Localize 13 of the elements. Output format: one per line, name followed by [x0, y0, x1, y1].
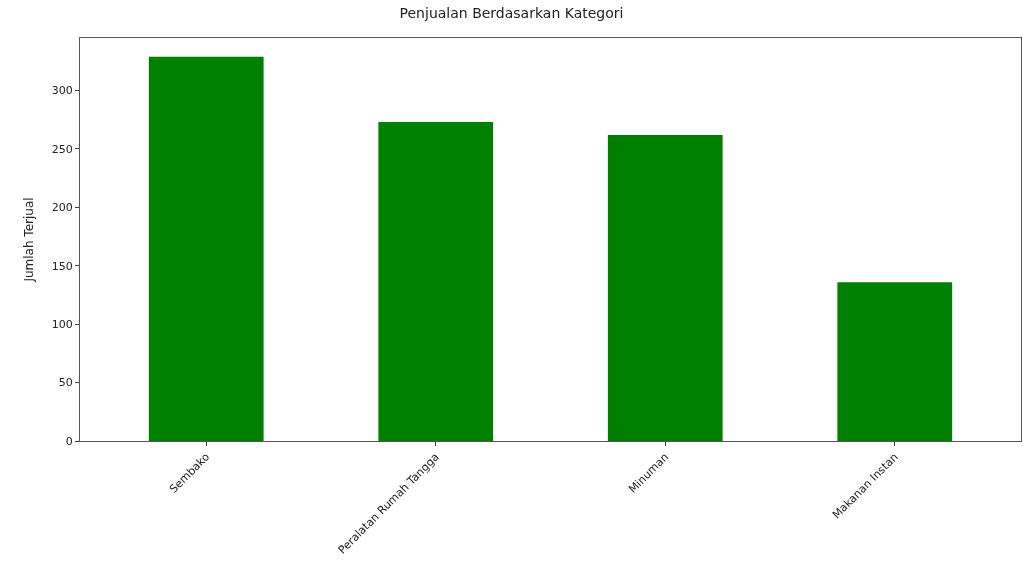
bar: [607, 134, 723, 441]
y-tick-label: 100: [51, 318, 73, 332]
y-tick-label: 0: [65, 434, 73, 448]
y-tick-label: 150: [51, 259, 73, 273]
y-tick-label: 300: [51, 84, 73, 98]
y-tick-label: 200: [51, 201, 73, 215]
bar: [148, 56, 264, 441]
chart-title: Penjualan Berdasarkan Kategori: [399, 5, 624, 22]
y-axis-title: Jumlah Terjual: [22, 197, 37, 283]
y-tick-label: 50: [58, 376, 73, 390]
bar: [378, 122, 494, 441]
y-tick-label: 250: [51, 142, 73, 156]
bar: [837, 282, 953, 441]
